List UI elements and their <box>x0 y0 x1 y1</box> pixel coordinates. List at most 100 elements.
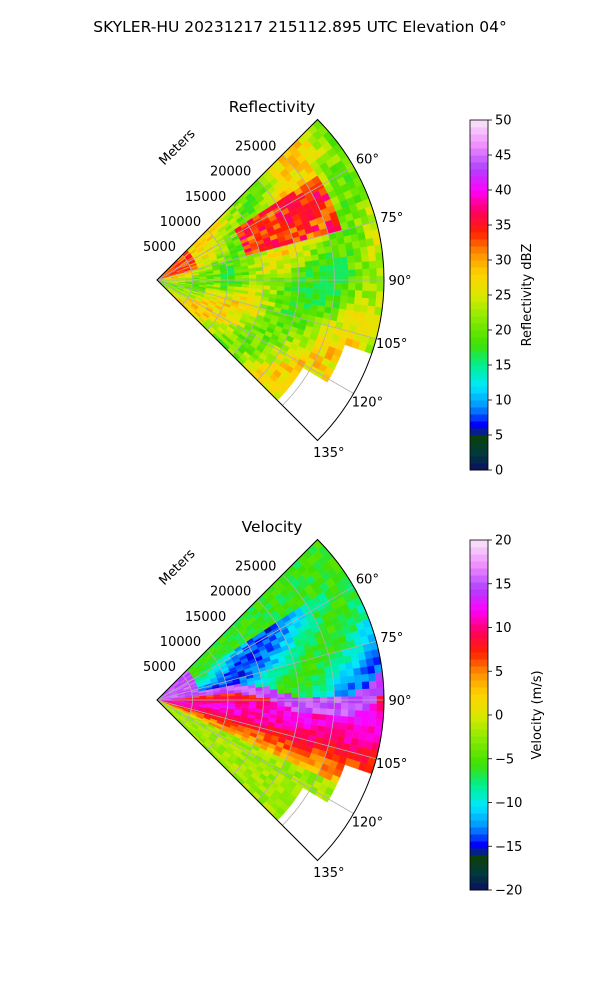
colorbar-segment <box>470 323 488 331</box>
field-cell <box>369 261 377 269</box>
field-cell <box>284 707 291 712</box>
field-cell <box>228 696 235 699</box>
colorbar-segment <box>470 575 488 583</box>
colorbar-segment <box>470 540 488 548</box>
field-cell <box>312 708 319 714</box>
field-cell <box>327 709 334 716</box>
field-cell <box>355 710 363 718</box>
field-cell <box>256 274 263 278</box>
field-cell <box>285 702 292 707</box>
field-cell <box>298 707 305 713</box>
field-cell <box>249 702 256 706</box>
field-cell <box>291 268 298 273</box>
colorbar-segment <box>470 414 488 422</box>
field-cell <box>200 697 207 699</box>
field-cell <box>292 282 299 287</box>
field-cell <box>339 722 347 729</box>
theta-tick-label: 120° <box>352 816 383 831</box>
field-cell <box>319 714 327 721</box>
colorbar-segment <box>470 827 488 835</box>
field-cell <box>339 670 347 677</box>
field-cell <box>299 272 306 277</box>
field-cell <box>270 689 277 694</box>
field-cell <box>376 292 384 300</box>
colorbar-segment <box>470 743 488 751</box>
field-cell <box>377 284 384 292</box>
theta-tick-label: 120° <box>352 396 383 411</box>
colorbar-segment <box>470 680 488 688</box>
field-cell <box>249 282 256 286</box>
field-cell <box>270 274 277 278</box>
colorbar-tick-label: 25 <box>495 289 512 304</box>
colorbar-segment <box>470 750 488 758</box>
field-cell <box>347 676 355 684</box>
colorbar-tick-label: 5 <box>495 429 503 444</box>
field-cell <box>305 266 312 272</box>
theta-tick-label: 135° <box>313 866 344 881</box>
field-cell <box>319 259 327 266</box>
field-cell <box>327 265 334 272</box>
field-cell <box>270 706 277 711</box>
theta-tick-label: 105° <box>376 757 407 772</box>
theta-tick-label: 60° <box>356 573 379 588</box>
field-cell <box>242 701 249 704</box>
field-cell <box>270 685 277 690</box>
colorbar-segment <box>470 820 488 828</box>
field-cell <box>320 703 327 709</box>
colorbar-segment <box>470 568 488 576</box>
field-cell <box>354 675 362 683</box>
field-cell <box>304 256 312 262</box>
colorbar-segment <box>470 876 488 884</box>
field-cell <box>348 703 355 710</box>
field-cell <box>352 241 360 249</box>
colorbar-segment <box>470 253 488 261</box>
colorbar-segment <box>470 463 488 471</box>
colorbar-segment <box>470 624 488 632</box>
field-cell <box>263 266 270 271</box>
colorbar-segment <box>470 183 488 191</box>
field-cell <box>341 703 348 710</box>
colorbar-segment <box>470 232 488 240</box>
velocity-r-axis-label: Meters <box>157 546 199 588</box>
reflectivity-r-axis-label: Meters <box>157 126 199 168</box>
colorbar-segment <box>470 358 488 366</box>
field-cell <box>348 270 355 277</box>
colorbar-segment <box>470 337 488 345</box>
field-cell <box>338 663 346 671</box>
field-cell <box>366 733 374 742</box>
field-cell <box>355 262 363 270</box>
theta-tick-label: 75° <box>380 631 403 646</box>
field-cell <box>291 287 298 292</box>
figure-title: SKYLER-HU 20231217 215112.895 UTC Elevat… <box>93 18 507 36</box>
field-cell <box>332 671 340 678</box>
field-cell <box>352 661 360 669</box>
field-cell <box>355 283 362 290</box>
field-cell <box>367 666 375 674</box>
colorbar-segment <box>470 848 488 856</box>
field-cell <box>277 693 284 698</box>
field-cell <box>249 695 256 699</box>
colorbar-segment <box>470 708 488 716</box>
field-cell <box>277 264 285 269</box>
r-tick-label: 5000 <box>143 660 176 675</box>
field-cell <box>348 263 356 270</box>
field-cell <box>341 683 349 690</box>
field-cell <box>292 702 299 707</box>
colorbar-segment <box>470 148 488 156</box>
field-cell <box>297 677 305 683</box>
velocity-colorbar-label: Velocity (m/s) <box>530 670 545 759</box>
colorbar-tick-label: −5 <box>495 752 514 767</box>
field-cell <box>306 283 313 289</box>
field-cell <box>256 282 263 286</box>
colorbar-segment <box>470 386 488 394</box>
colorbar-segment <box>470 792 488 800</box>
reflectivity-panel: Reflectivity 60°75°90°105°120°135° 50001… <box>143 98 535 479</box>
field-cell <box>377 268 384 276</box>
field-cell <box>256 694 263 698</box>
field-cell <box>242 272 249 276</box>
colorbar-segment <box>470 722 488 730</box>
field-cell <box>354 255 362 263</box>
field-cell <box>347 717 355 725</box>
colorbar-segment <box>470 281 488 289</box>
